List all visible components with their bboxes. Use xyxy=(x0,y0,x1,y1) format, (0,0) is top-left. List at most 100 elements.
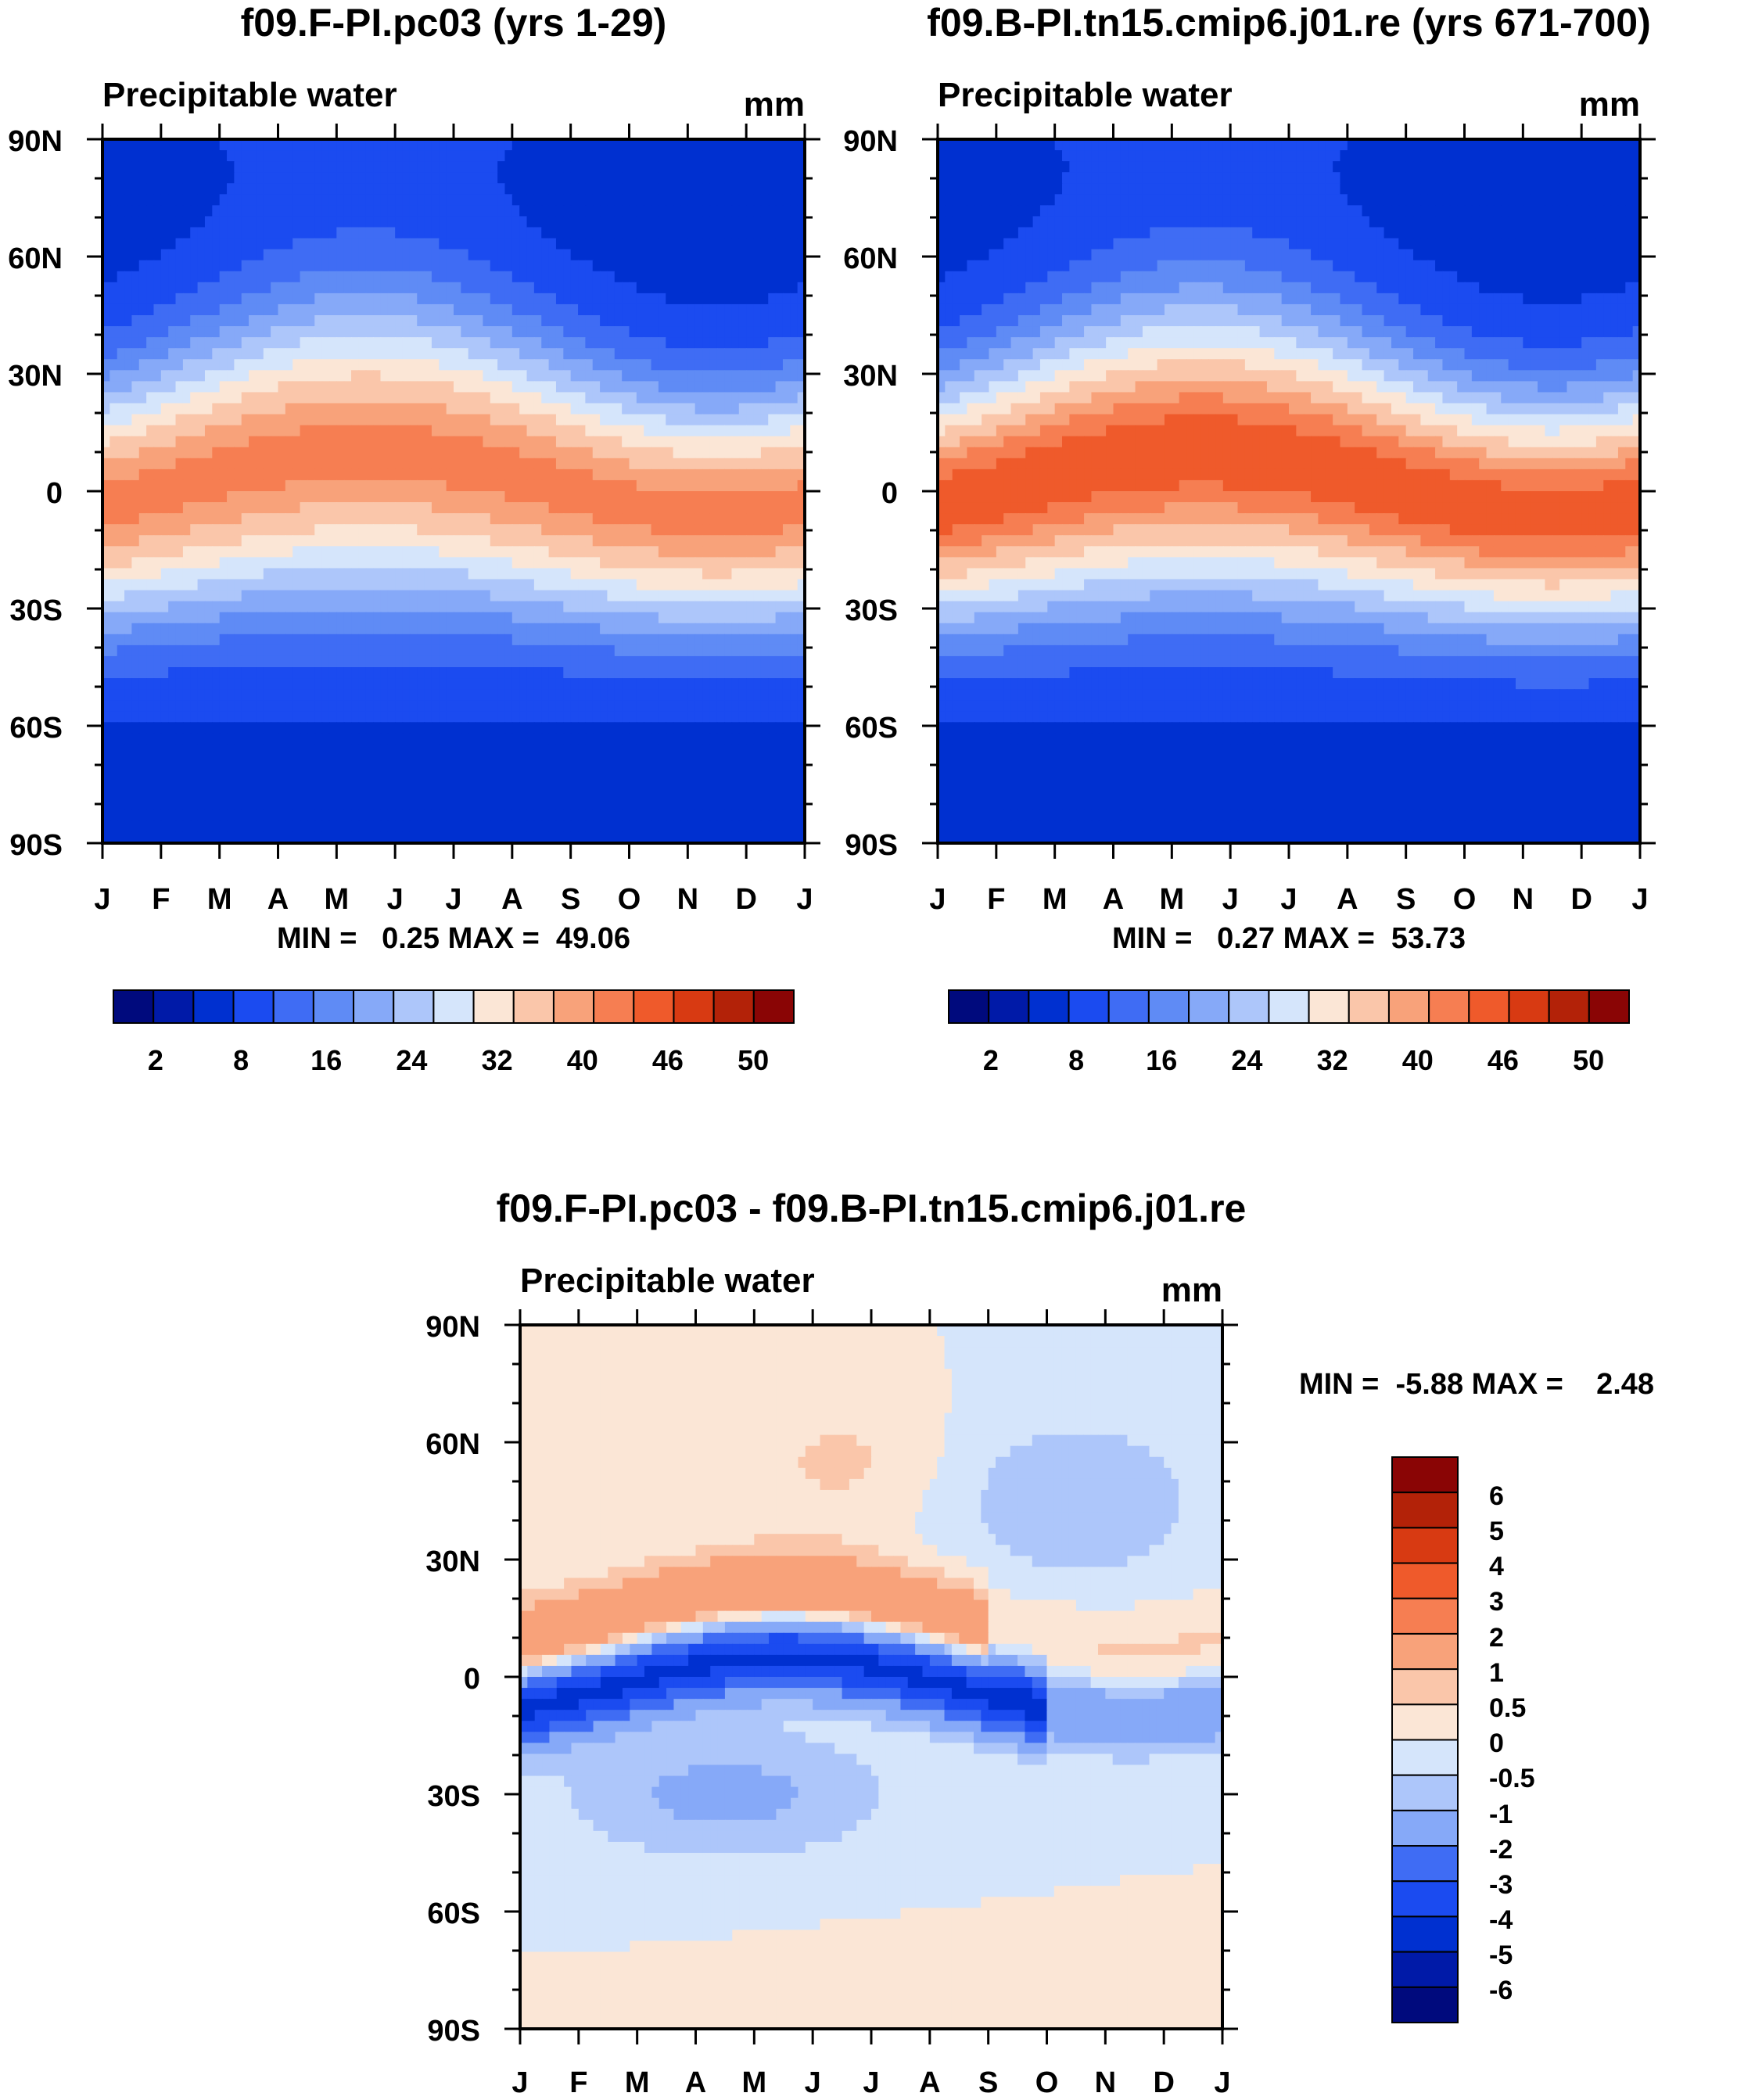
contour-cell xyxy=(175,468,184,481)
contour-cell xyxy=(424,392,432,404)
contour-cell xyxy=(138,644,147,657)
contour-cell xyxy=(182,381,192,393)
contour-cell xyxy=(336,414,345,426)
contour-cell xyxy=(541,249,550,261)
contour-cell xyxy=(212,689,221,701)
contour-cell xyxy=(190,425,199,437)
contour-cell xyxy=(160,436,169,448)
contour-cell xyxy=(578,150,587,162)
contour-cell xyxy=(746,468,755,481)
contour-cell xyxy=(578,161,587,173)
contour-cell xyxy=(300,491,308,503)
contour-cell xyxy=(314,535,323,547)
contour-cell xyxy=(497,249,506,261)
contour-cell xyxy=(204,293,214,305)
contour-cell xyxy=(607,249,615,261)
contour-cell xyxy=(570,491,579,503)
contour-cell xyxy=(292,479,301,492)
contour-cell xyxy=(454,513,462,525)
contour-cell xyxy=(249,458,257,470)
contour-cell xyxy=(504,655,513,668)
contour-cell xyxy=(102,535,111,547)
contour-cell xyxy=(555,403,565,415)
contour-cell xyxy=(343,381,352,393)
contour-cell xyxy=(300,590,308,602)
contour-cell xyxy=(109,303,118,316)
contour-cell xyxy=(782,436,791,448)
contour-cell xyxy=(724,447,733,459)
contour-cell xyxy=(738,249,747,261)
contour-cell xyxy=(687,535,696,547)
contour-cell xyxy=(541,150,550,162)
contour-cell xyxy=(775,205,784,217)
contour-cell xyxy=(651,348,659,361)
contour-cell xyxy=(461,315,469,327)
contour-cell xyxy=(636,392,644,404)
contour-cell xyxy=(716,502,725,514)
contour-cell xyxy=(395,326,404,338)
contour-cell xyxy=(146,436,155,448)
contour-cell xyxy=(292,557,301,569)
contour-cell xyxy=(504,216,513,228)
contour-cell xyxy=(519,337,528,349)
contour-cell xyxy=(263,546,271,558)
contour-cell xyxy=(797,491,805,503)
contour-cell xyxy=(468,183,476,196)
contour-cell xyxy=(673,172,681,185)
contour-cell xyxy=(476,381,484,393)
contour-cell xyxy=(256,623,264,635)
contour-cell xyxy=(636,479,644,492)
contour-cell xyxy=(314,634,323,646)
contour-cell xyxy=(109,479,118,492)
contour-cell xyxy=(461,414,469,426)
contour-cell xyxy=(271,194,279,206)
contour-cell xyxy=(629,491,637,503)
contour-cell xyxy=(636,359,644,372)
contour-cell xyxy=(102,436,111,448)
contour-cell xyxy=(476,458,484,470)
contour-cell xyxy=(300,479,308,492)
contour-cell xyxy=(256,447,264,459)
contour-cell xyxy=(680,557,689,569)
contour-cell xyxy=(153,403,162,415)
contour-cell xyxy=(409,205,418,217)
contour-cell xyxy=(175,655,184,668)
contour-cell xyxy=(190,644,199,657)
contour-cell xyxy=(461,271,469,283)
contour-cell xyxy=(373,359,382,372)
contour-cell xyxy=(673,634,681,646)
contour-cell xyxy=(461,282,469,294)
contour-cell xyxy=(709,491,718,503)
contour-cell xyxy=(124,303,133,316)
contour-cell xyxy=(709,479,718,492)
contour-cell xyxy=(431,491,440,503)
contour-cell xyxy=(461,479,469,492)
contour-cell xyxy=(753,194,762,206)
contour-cell xyxy=(321,644,330,657)
contour-cell xyxy=(533,139,543,151)
contour-cell xyxy=(190,678,199,690)
contour-cell xyxy=(182,601,192,613)
contour-cell xyxy=(753,491,762,503)
contour-cell xyxy=(343,238,352,250)
contour-cell xyxy=(511,315,520,327)
contour-cell xyxy=(343,513,352,525)
contour-cell xyxy=(775,271,784,283)
contour-cell xyxy=(585,271,594,283)
contour-cell xyxy=(731,315,740,327)
contour-cell xyxy=(175,425,184,437)
contour-cell xyxy=(468,370,476,382)
contour-cell xyxy=(511,513,520,525)
contour-cell xyxy=(124,392,133,404)
contour-cell xyxy=(102,303,111,316)
contour-cell xyxy=(365,359,374,372)
contour-cell xyxy=(234,392,242,404)
contour-cell xyxy=(351,535,360,547)
contour-cell xyxy=(249,150,257,162)
contour-cell xyxy=(321,689,330,701)
contour-cell xyxy=(124,425,133,437)
contour-cell xyxy=(256,491,264,503)
contour-cell xyxy=(600,436,608,448)
contour-cell xyxy=(197,479,206,492)
contour-cell xyxy=(197,579,206,591)
